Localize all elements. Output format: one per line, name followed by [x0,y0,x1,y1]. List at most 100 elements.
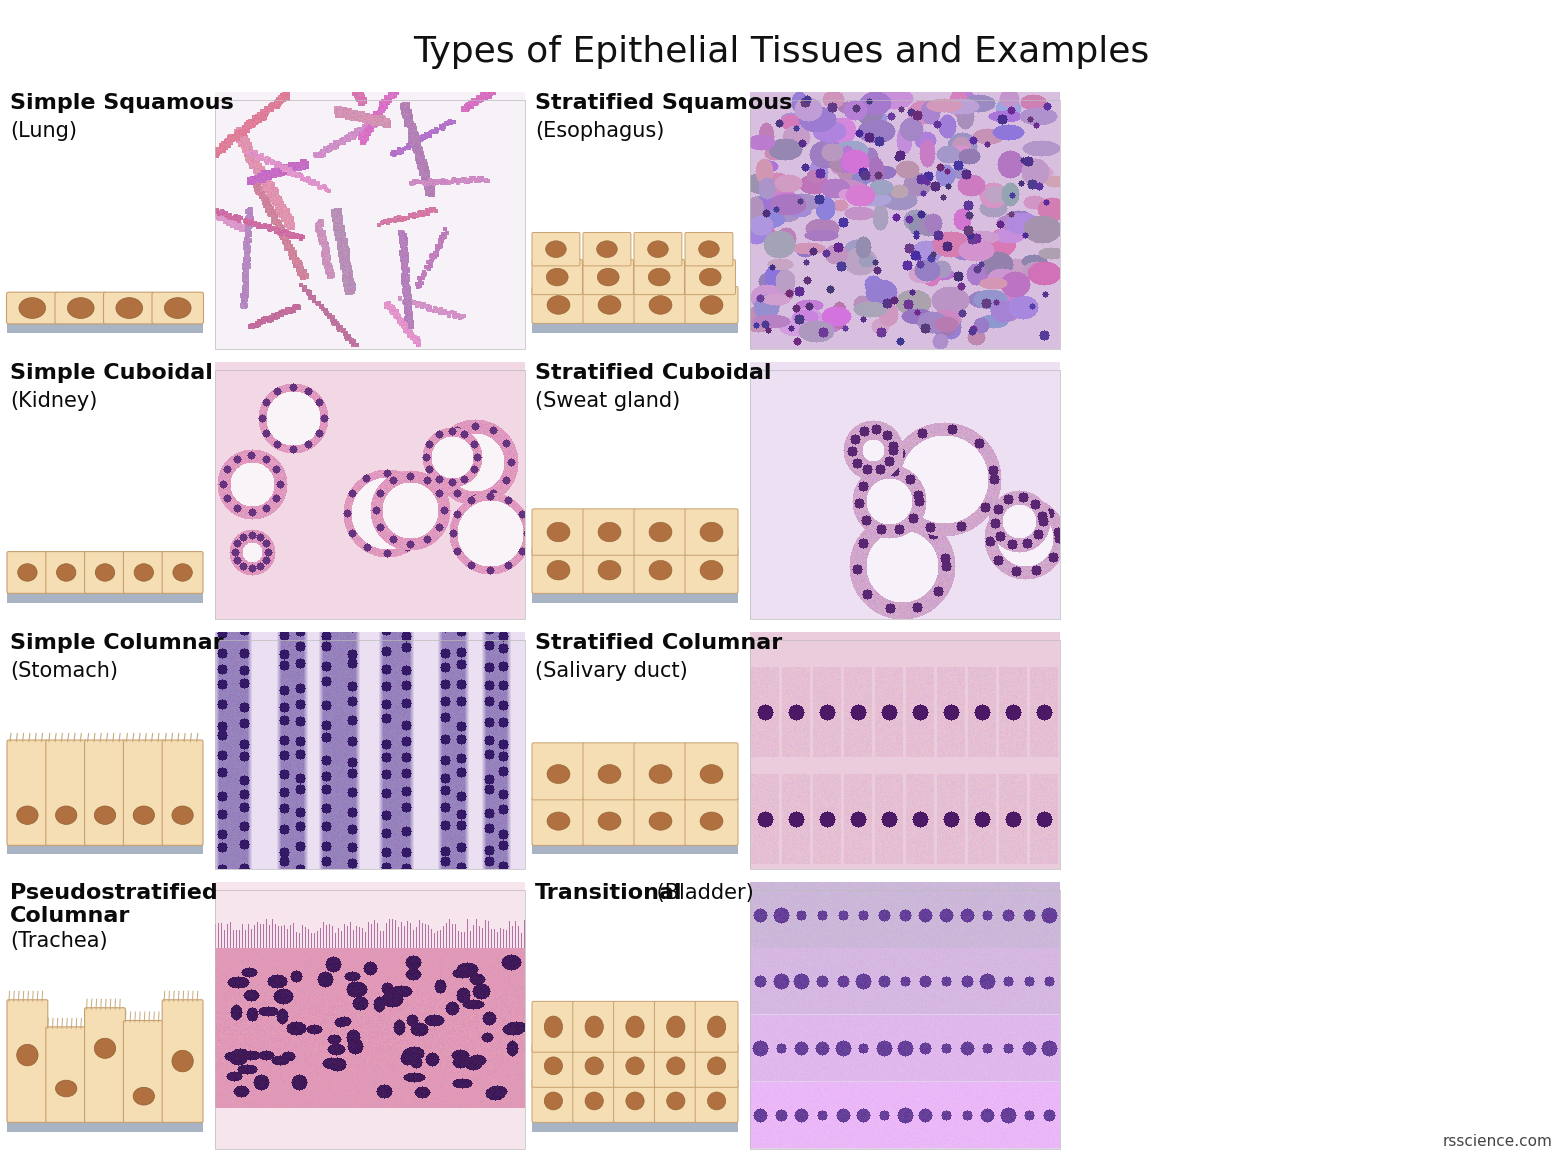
Bar [216,100,525,349]
Text: (Lung): (Lung) [9,121,77,140]
Ellipse shape [164,297,191,318]
FancyBboxPatch shape [635,743,688,800]
Ellipse shape [19,297,45,318]
FancyBboxPatch shape [531,1080,575,1123]
Bar [216,370,525,619]
FancyBboxPatch shape [635,509,688,555]
Ellipse shape [649,765,672,784]
Ellipse shape [133,806,155,824]
Ellipse shape [708,1093,725,1110]
Bar [531,322,738,333]
FancyBboxPatch shape [583,232,631,266]
FancyBboxPatch shape [6,293,58,324]
FancyBboxPatch shape [103,293,155,324]
Text: Stratified Squamous: Stratified Squamous [535,93,792,113]
Ellipse shape [700,296,724,315]
Bar [216,890,525,1149]
FancyBboxPatch shape [45,740,86,845]
FancyBboxPatch shape [45,551,86,593]
Ellipse shape [56,806,77,824]
Ellipse shape [544,1093,563,1110]
Ellipse shape [667,1093,685,1110]
Text: (Bladder): (Bladder) [650,884,753,903]
FancyBboxPatch shape [152,293,203,324]
Ellipse shape [95,564,114,582]
Ellipse shape [708,1057,725,1075]
FancyBboxPatch shape [84,551,125,593]
Text: Transitional: Transitional [535,884,683,903]
Ellipse shape [544,1016,563,1038]
Text: Stratified Columnar: Stratified Columnar [535,633,782,652]
FancyBboxPatch shape [163,740,203,845]
Ellipse shape [649,522,672,542]
Ellipse shape [649,812,672,830]
FancyBboxPatch shape [84,1008,125,1123]
FancyBboxPatch shape [531,1001,575,1052]
Ellipse shape [547,561,570,580]
Ellipse shape [649,296,672,315]
Bar [530,988,739,1148]
FancyBboxPatch shape [685,547,738,593]
FancyBboxPatch shape [531,547,585,593]
FancyBboxPatch shape [583,287,636,324]
Ellipse shape [700,561,724,580]
Ellipse shape [94,806,116,824]
FancyBboxPatch shape [685,509,738,555]
Bar [531,844,738,853]
Text: (Kidney): (Kidney) [9,391,97,411]
Ellipse shape [56,564,77,582]
Ellipse shape [17,1045,38,1066]
FancyBboxPatch shape [685,260,736,295]
Bar [530,464,739,618]
FancyBboxPatch shape [163,551,203,593]
Ellipse shape [625,1057,644,1075]
Bar [6,844,203,853]
Text: (Trachea): (Trachea) [9,931,108,951]
Bar [5,726,205,868]
Ellipse shape [547,296,570,315]
FancyBboxPatch shape [614,1045,656,1088]
Ellipse shape [173,564,192,582]
FancyBboxPatch shape [531,509,585,555]
FancyBboxPatch shape [635,796,688,845]
Bar [5,464,205,618]
Text: (Salivary duct): (Salivary duct) [535,661,688,682]
Bar [750,640,1060,868]
FancyBboxPatch shape [614,1001,656,1052]
FancyBboxPatch shape [583,743,636,800]
FancyBboxPatch shape [572,1045,616,1088]
Text: Types of Epithelial Tissues and Examples: Types of Epithelial Tissues and Examples [413,35,1150,70]
Bar [6,1120,203,1132]
Ellipse shape [585,1057,603,1075]
Ellipse shape [649,268,671,286]
Text: Simple Columnar: Simple Columnar [9,633,224,652]
Ellipse shape [547,268,567,286]
FancyBboxPatch shape [635,547,688,593]
FancyBboxPatch shape [531,260,583,295]
FancyBboxPatch shape [685,796,738,845]
FancyBboxPatch shape [84,740,125,845]
Ellipse shape [599,561,621,580]
Ellipse shape [547,522,570,542]
Text: (Stomach): (Stomach) [9,661,117,682]
Bar [750,370,1060,619]
Ellipse shape [599,522,621,542]
Ellipse shape [597,240,617,258]
Text: Stratified Cuboidal: Stratified Cuboidal [535,363,772,383]
FancyBboxPatch shape [655,1080,697,1123]
Ellipse shape [700,765,724,784]
Ellipse shape [599,812,621,830]
Ellipse shape [667,1016,685,1038]
FancyBboxPatch shape [655,1045,697,1088]
FancyBboxPatch shape [583,796,636,845]
FancyBboxPatch shape [635,260,685,295]
FancyBboxPatch shape [123,740,164,845]
FancyBboxPatch shape [635,232,681,266]
Ellipse shape [585,1016,603,1038]
FancyBboxPatch shape [531,287,585,324]
FancyBboxPatch shape [163,1000,203,1123]
Ellipse shape [17,564,38,582]
FancyBboxPatch shape [6,551,48,593]
Text: rsscience.com: rsscience.com [1443,1134,1554,1149]
Text: Simple Squamous: Simple Squamous [9,93,234,113]
